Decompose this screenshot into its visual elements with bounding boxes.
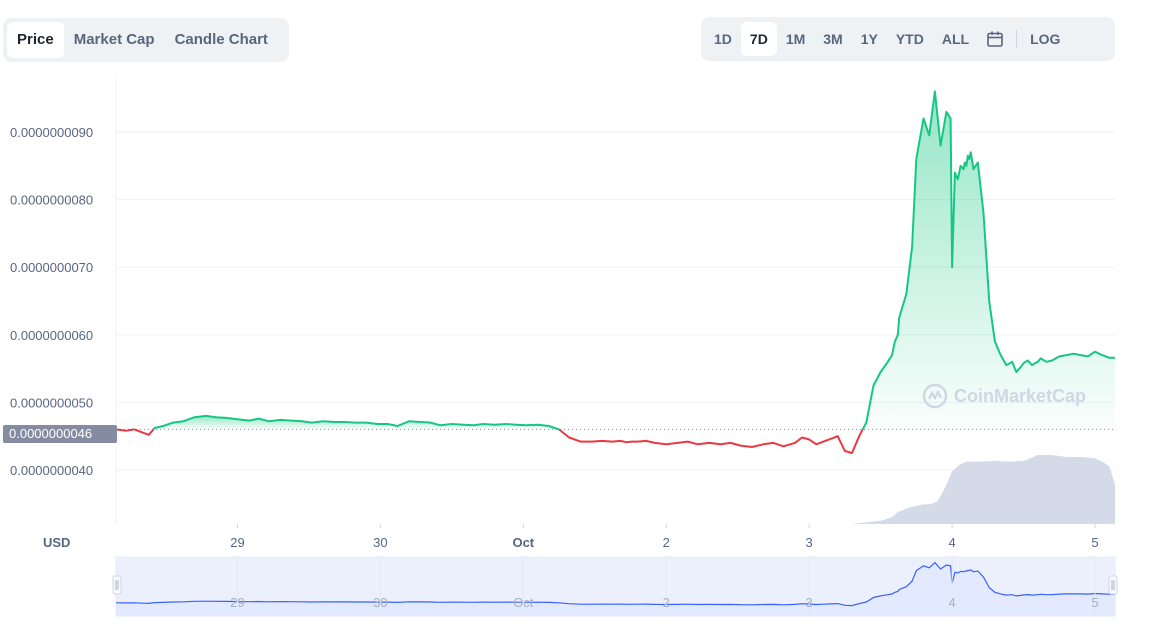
navigator-tick-label: 5 [1091, 595, 1098, 610]
log-scale-button[interactable]: LOG [1030, 31, 1061, 47]
handle-box [1108, 575, 1118, 595]
navigator-line [115, 561, 1115, 607]
price-line-down [134, 428, 155, 436]
price-line-down [115, 428, 135, 432]
navigator-tick-label: 3 [806, 595, 813, 610]
y-tick-label: 0.0000000070 [10, 260, 93, 275]
navigator-right-handle[interactable] [1108, 575, 1118, 595]
x-tick-label: 30 [373, 535, 387, 550]
time-range-selector: 1D 7D 1M 3M 1Y YTD ALL LOG [701, 17, 1115, 61]
coinmarketcap-logo-icon [922, 383, 948, 409]
range-1y-button[interactable]: 1Y [860, 31, 878, 47]
x-tick-label: 4 [948, 535, 955, 550]
y-tick-label: 0.0000000040 [10, 463, 93, 478]
x-tick-label: 2 [663, 535, 670, 550]
x-tick-label: 29 [230, 535, 244, 550]
watermark: CoinMarketCap [922, 383, 1086, 409]
navigator-tick-label: 4 [948, 595, 955, 610]
y-tick-label: 0.0000000050 [10, 395, 93, 410]
range-ytd-button[interactable]: YTD [895, 31, 924, 47]
range-7d-button[interactable]: 7D [740, 22, 777, 56]
x-tick-label: Oct [512, 535, 534, 550]
price-line-down [558, 428, 864, 454]
range-1d-button[interactable]: 1D [714, 31, 732, 47]
calendar-icon[interactable] [978, 22, 1012, 56]
price-line-up [861, 90, 1115, 430]
x-tick-label: 3 [806, 535, 813, 550]
range-divider [1016, 30, 1018, 48]
tab-price[interactable]: Price [7, 22, 64, 58]
navigator-tick-label: 30 [373, 595, 387, 610]
navigator-tick-label: 29 [230, 595, 244, 610]
watermark-text: CoinMarketCap [954, 385, 1087, 406]
x-tick-label: 5 [1091, 535, 1098, 550]
y-tick-label: 0.0000000080 [10, 193, 93, 208]
currency-label: USD [43, 535, 70, 550]
volume-area [116, 455, 1115, 524]
range-all-button[interactable]: ALL [941, 31, 970, 47]
chart-type-tabs: Price Market Cap Candle Chart [3, 18, 289, 62]
y-tick-label: 0.0000000060 [10, 328, 93, 343]
tab-candle-chart[interactable]: Candle Chart [174, 31, 268, 48]
price-area-up [862, 91, 1115, 430]
current-price-label: 0.0000000046 [3, 425, 117, 443]
navigator-left-handle[interactable] [112, 575, 122, 595]
navigator-tick-label: 2 [663, 595, 670, 610]
range-3m-button[interactable]: 3M [823, 31, 843, 47]
range-1m-button[interactable]: 1M [785, 31, 806, 47]
tab-market-cap[interactable]: Market Cap [73, 31, 155, 48]
price-line-up [152, 414, 560, 431]
y-tick-label: 0.0000000090 [10, 125, 93, 140]
navigator-tick-label: Oct [513, 595, 534, 610]
handle-box [112, 575, 122, 595]
